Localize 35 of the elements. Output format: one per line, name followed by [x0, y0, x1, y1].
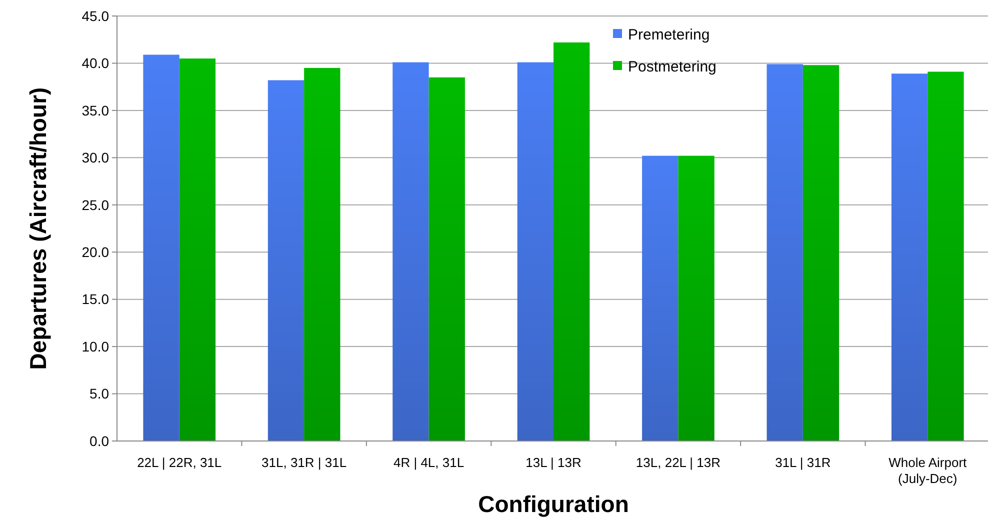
- x-tick-label: 31L | 31R: [775, 455, 831, 470]
- bar: [678, 156, 714, 441]
- bar: [304, 68, 340, 441]
- bar: [428, 77, 465, 441]
- bar: [642, 156, 678, 441]
- bar: [268, 80, 304, 441]
- y-tick-label: 15.0: [82, 291, 110, 308]
- y-tick-label: 0.0: [90, 432, 110, 449]
- x-tick-label: 22L | 22R, 31L: [137, 455, 222, 470]
- y-tick-label: 40.0: [82, 55, 110, 72]
- bar: [143, 54, 180, 441]
- bar: [802, 65, 840, 441]
- legend-label: Postmetering: [628, 58, 716, 76]
- x-tick-label: 13L | 13R: [526, 455, 582, 470]
- x-tick-label: 13L, 22L | 13R: [636, 455, 721, 470]
- bar: [179, 58, 216, 441]
- bar: [891, 74, 928, 441]
- y-tick-label: 25.0: [82, 196, 110, 213]
- x-axis-title: Configuration: [478, 491, 629, 517]
- bar: [554, 42, 590, 441]
- y-axis-title: Departures (Aircraft/hour): [25, 87, 51, 370]
- x-tick-label: 4R | 4L, 31L: [393, 455, 464, 470]
- bar: [766, 64, 803, 441]
- x-tick-label: Whole Airport (July-Dec): [888, 455, 968, 486]
- bar: [928, 72, 964, 441]
- y-tick-label: 5.0: [90, 386, 110, 402]
- bar: [517, 62, 554, 441]
- bar: [392, 62, 429, 441]
- x-tick-label: 31L, 31R | 31L: [262, 455, 347, 470]
- y-tick-label: 20.0: [82, 244, 110, 260]
- y-tick-label: 10.0: [82, 338, 110, 354]
- legend-label: Premetering: [628, 26, 710, 44]
- y-tick-label: 35.0: [82, 102, 110, 118]
- y-tick-label: 45.0: [82, 8, 110, 24]
- y-tick-label: 30.0: [82, 150, 110, 166]
